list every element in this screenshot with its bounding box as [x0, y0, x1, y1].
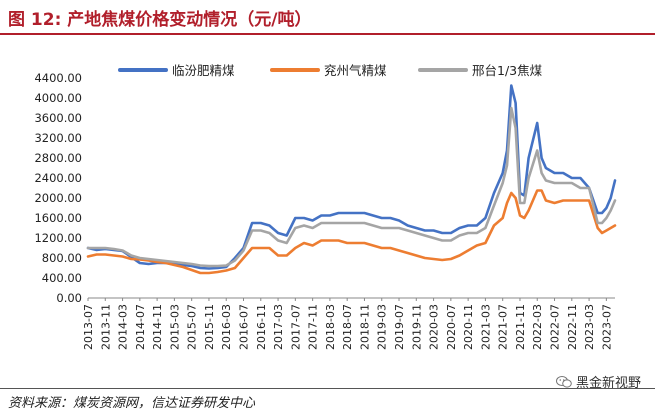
x-tick-label: 2016-03: [220, 304, 233, 350]
title-bar: 图 12: 产地焦煤价格变动情况（元/吨）: [0, 0, 655, 35]
y-tick-label: 1200.00: [34, 231, 82, 245]
x-tick-label: 2014-03: [117, 304, 130, 350]
chart-area: 0.00 400.00 800.00 1200.00 1600.00 2000.00 240…: [0, 40, 655, 385]
chart-title: 图 12: 产地焦煤价格变动情况（元/吨）: [8, 10, 312, 30]
y-tick-label: 3600.00: [34, 111, 82, 125]
x-tick-label: 2017-03: [272, 304, 285, 350]
y-tick-label: 2800.00: [34, 151, 82, 165]
x-tick-label: 2021-07: [497, 304, 510, 350]
x-tick-label: 2023-03: [583, 304, 596, 350]
y-tick-label: 4000.00: [34, 91, 82, 105]
series-line-1: [86, 84, 617, 270]
x-tick-label: 2013-07: [82, 304, 95, 350]
x-tick-label: 2018-11: [358, 304, 371, 350]
watermark-text: 黑金新视野: [575, 376, 641, 391]
series-line-3: [86, 106, 617, 268]
x-tick-label: 2016-07: [238, 304, 251, 350]
x-tick-label: 2017-11: [307, 304, 320, 350]
x-tick-label: 2023-07: [600, 304, 613, 350]
watermark: 黑金新视野: [555, 372, 641, 391]
x-tick-label: 2019-11: [410, 304, 423, 350]
x-tick-label: 2016-11: [255, 304, 268, 350]
y-tick-label: 1600.00: [34, 211, 82, 225]
x-tick-label: 2022-11: [566, 304, 579, 350]
x-tick-label: 2018-03: [324, 304, 337, 350]
x-tick-label: 2020-07: [445, 304, 458, 350]
x-tick-label: 2018-07: [341, 304, 354, 350]
y-tick-label: 2000.00: [34, 191, 82, 205]
source-note: 资料来源：煤炭资源网，信达证券研发中心: [8, 396, 256, 411]
x-tick-label: 2022-07: [549, 304, 562, 350]
legend-label-2: 兖州气精煤: [324, 63, 387, 78]
x-tick-label: 2020-03: [428, 304, 441, 350]
y-tick-label: 3200.00: [34, 131, 82, 145]
x-tick-label: 2017-07: [289, 304, 302, 350]
x-tick-label: 2021-11: [514, 304, 527, 350]
y-tick-label: 4400.00: [34, 71, 82, 85]
x-tick-label: 2015-07: [186, 304, 199, 350]
wechat-icon: [555, 375, 572, 388]
y-tick-label: 800.00: [42, 251, 82, 265]
x-tick-label: 2022-03: [531, 304, 544, 350]
y-tick-label: 0.00: [56, 291, 82, 305]
series-line-2: [86, 189, 617, 275]
legend-label-3: 邢台1/3焦煤: [472, 63, 543, 78]
x-tick-label: 2019-03: [376, 304, 389, 350]
x-tick-label: 2021-03: [479, 304, 492, 350]
x-tick-label: 2014-07: [134, 304, 147, 350]
line-chart: 0.00 400.00 800.00 1200.00 1600.00 2000.00 240…: [34, 63, 617, 350]
x-tick-label: 2014-11: [151, 304, 164, 350]
x-tick-label: 2015-03: [168, 304, 181, 350]
x-tick-label: 2020-11: [462, 304, 475, 350]
x-tick-label: 2019-07: [393, 304, 406, 350]
legend-label-1: 临汾肥精煤: [172, 63, 235, 78]
x-tick-label: 2015-11: [203, 304, 216, 350]
y-tick-label: 400.00: [42, 271, 82, 285]
y-tick-label: 2400.00: [34, 171, 82, 185]
source-rule: [0, 388, 655, 389]
title-rule: [0, 33, 655, 35]
x-tick-label: 2013-11: [99, 304, 112, 350]
